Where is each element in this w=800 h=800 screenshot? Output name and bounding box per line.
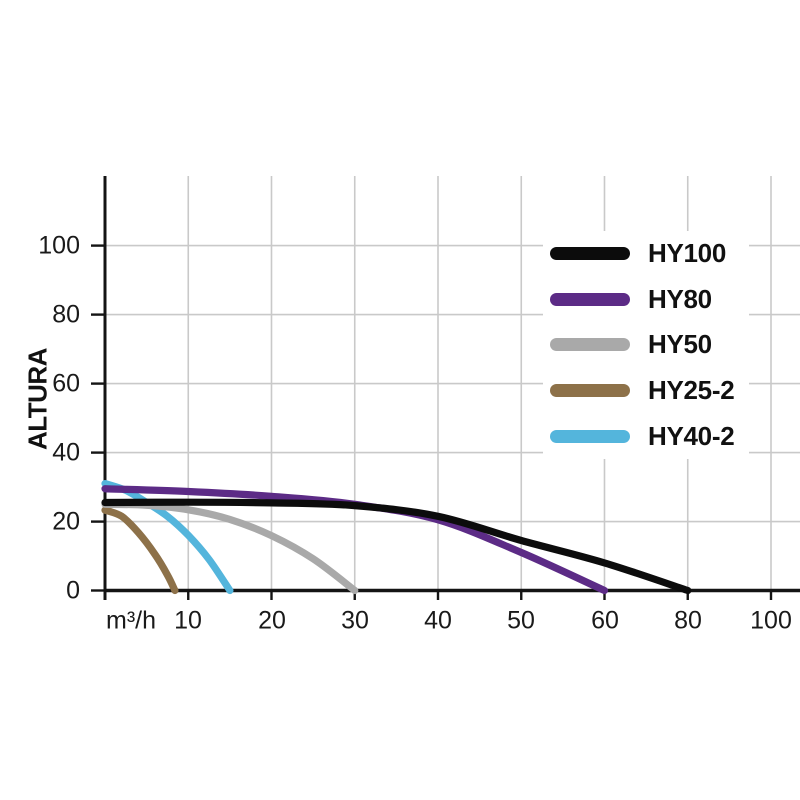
y-tick-label-40: 40 — [52, 438, 80, 467]
x-tick-label-30: 30 — [341, 606, 369, 635]
legend-item-hy80: HY80 — [543, 277, 749, 323]
curves — [101, 479, 692, 595]
legend-swatch-hy40-2 — [550, 429, 630, 443]
legend-swatch-hy25-2 — [550, 384, 630, 398]
curve-hy50 — [101, 500, 359, 595]
y-tick-label-60: 60 — [52, 369, 80, 398]
x-tick-label-20: 20 — [258, 606, 286, 635]
legend-label-hy100: HY100 — [648, 238, 726, 269]
x-tick-label-80: 80 — [674, 606, 702, 635]
x-tick-label-50: 50 — [507, 606, 535, 635]
x-tick-label-10: 10 — [174, 606, 202, 635]
legend-label-hy80: HY80 — [648, 283, 712, 314]
x-axis-unit-label: m³/h — [106, 606, 156, 635]
legend-swatch-hy80 — [550, 292, 630, 306]
legend-item-hy100: HY100 — [543, 231, 749, 277]
y-tick-label-20: 20 — [52, 507, 80, 536]
legend-label-hy25-2: HY25-2 — [648, 375, 735, 406]
legend-label-hy50: HY50 — [648, 329, 712, 360]
legend-swatch-hy100 — [550, 247, 630, 261]
x-tick-label-100: 100 — [750, 606, 792, 635]
y-tick-label-0: 0 — [66, 576, 80, 604]
legend-item-hy25-2: HY25-2 — [543, 368, 749, 414]
legend-item-hy40-2: HY40-2 — [543, 413, 749, 459]
x-tick-label-60: 60 — [591, 606, 619, 635]
legend: HY100 HY80 HY50 HY25-2 HY40-2 — [543, 231, 749, 459]
legend-swatch-hy50 — [550, 338, 630, 352]
curve-hy25-2 — [101, 506, 179, 595]
legend-item-hy50: HY50 — [543, 322, 749, 368]
legend-label-hy40-2: HY40-2 — [648, 420, 735, 451]
y-tick-label-100: 100 — [38, 231, 80, 260]
x-tick-label-40: 40 — [424, 606, 452, 635]
curve-hy100 — [101, 498, 692, 595]
y-axis-title: ALTURA — [22, 348, 53, 450]
y-tick-label-80: 80 — [52, 300, 80, 329]
